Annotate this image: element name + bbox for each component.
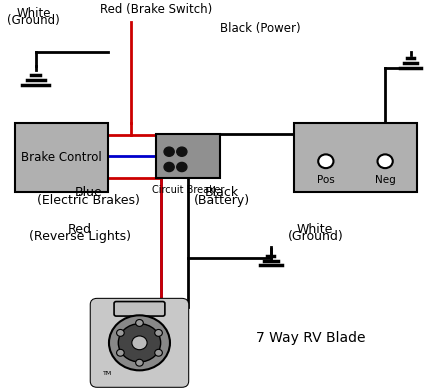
Text: Neg: Neg — [374, 174, 395, 185]
Circle shape — [118, 324, 160, 362]
Circle shape — [176, 147, 187, 156]
Circle shape — [135, 359, 143, 366]
Text: TM: TM — [103, 372, 113, 376]
Text: Red (Brake Switch): Red (Brake Switch) — [100, 3, 212, 16]
Bar — [15, 123, 108, 192]
Text: White: White — [16, 7, 51, 20]
Text: Black (Power): Black (Power) — [219, 22, 300, 35]
Circle shape — [135, 319, 143, 327]
Circle shape — [132, 336, 147, 350]
Circle shape — [317, 154, 333, 168]
Circle shape — [154, 329, 162, 336]
Text: Pos: Pos — [316, 174, 334, 185]
Circle shape — [117, 329, 124, 336]
Text: Brake Control: Brake Control — [21, 151, 101, 164]
Circle shape — [109, 315, 169, 370]
Bar — [293, 123, 416, 192]
Text: (Battery): (Battery) — [194, 194, 249, 207]
FancyBboxPatch shape — [91, 299, 188, 387]
Circle shape — [176, 162, 187, 172]
Text: (Ground): (Ground) — [287, 230, 342, 243]
Circle shape — [377, 154, 392, 168]
Text: Blue: Blue — [74, 187, 102, 200]
FancyBboxPatch shape — [91, 299, 188, 387]
Text: Black: Black — [205, 187, 239, 200]
Circle shape — [154, 349, 162, 356]
FancyBboxPatch shape — [114, 301, 165, 316]
Circle shape — [117, 349, 124, 356]
Text: (Reverse Lights): (Reverse Lights) — [29, 230, 131, 243]
Bar — [156, 134, 219, 178]
Circle shape — [164, 162, 174, 172]
Text: White: White — [296, 223, 333, 236]
Text: (Ground): (Ground) — [7, 15, 60, 27]
Text: 7 Way RV Blade: 7 Way RV Blade — [256, 331, 365, 345]
Text: Red: Red — [68, 223, 92, 236]
Text: (Electric Brakes): (Electric Brakes) — [37, 194, 140, 207]
Text: Circuit Breaker: Circuit Breaker — [152, 185, 224, 195]
Circle shape — [164, 147, 174, 156]
